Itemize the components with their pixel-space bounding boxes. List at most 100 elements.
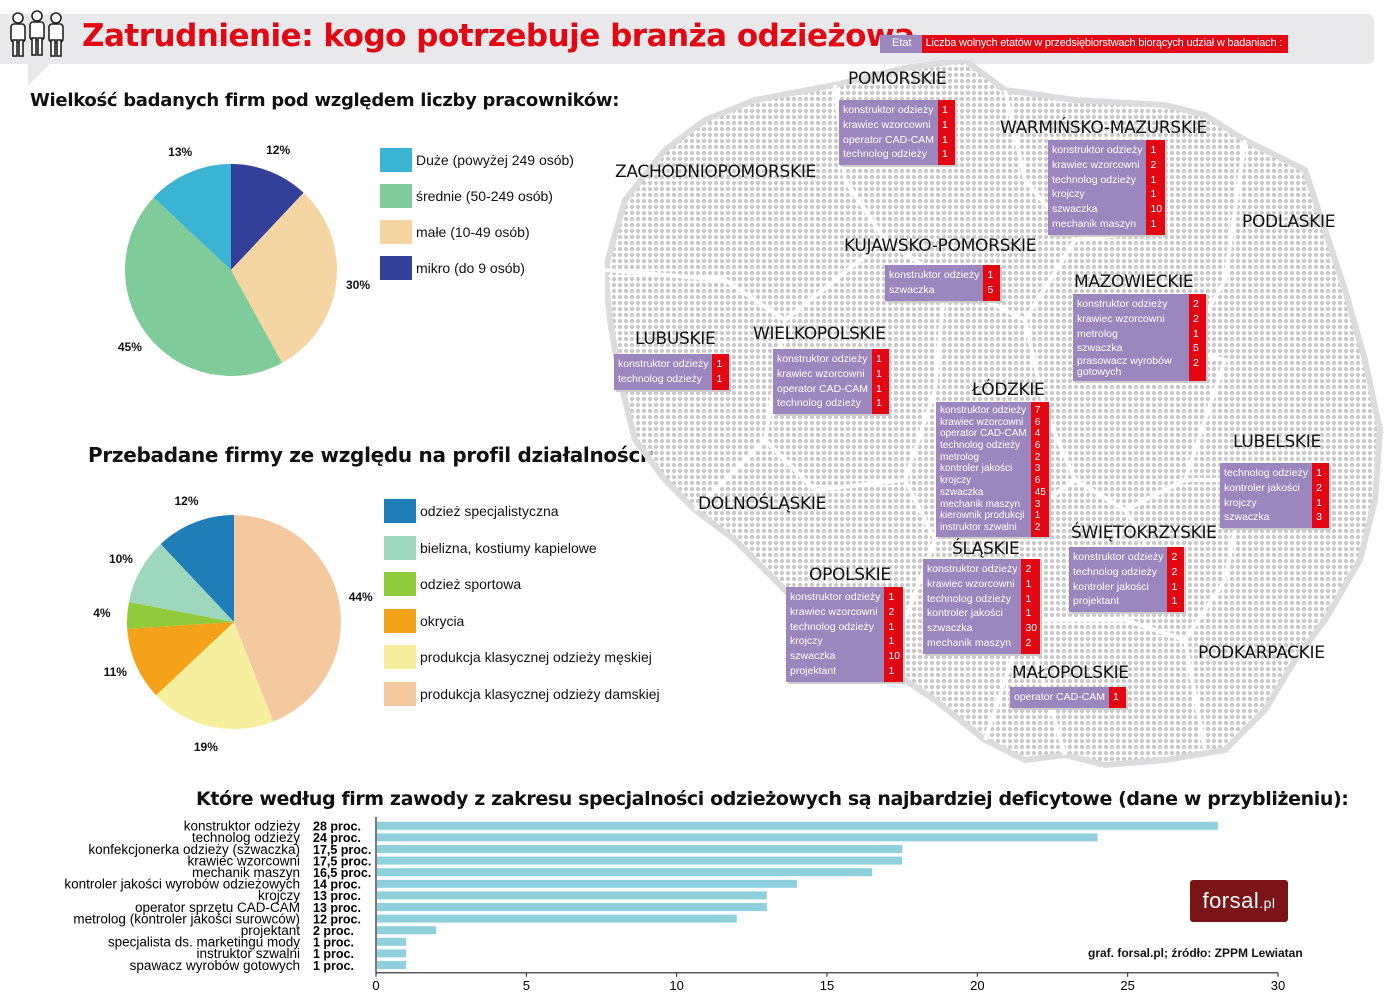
legend-entry: odzież sportowa xyxy=(384,572,660,597)
value-label: 24 proc. xyxy=(313,831,361,845)
region-name: ŚWIĘTOKRZYSKIE xyxy=(1071,523,1217,543)
region-jobs-box: technolog odzieży kontroler jakości krojcz… xyxy=(1220,463,1330,529)
job-title: konstruktor odzieży xyxy=(777,353,868,365)
region-name: KUJAWSKO-POMORSKIE xyxy=(844,236,1037,256)
job-vacancies: 3 xyxy=(1316,511,1322,524)
job-title: technolog odzieży xyxy=(777,397,862,410)
category-label: technolog odzieży xyxy=(192,830,300,845)
legend-etat: Etat xyxy=(880,35,922,53)
job-title: konstruktor odzieży xyxy=(940,405,1027,416)
region-jobs-box: konstruktor odzieży krawiec wzorcowni tech… xyxy=(923,559,1041,654)
job-vacancies: 30 xyxy=(1025,622,1038,635)
job-title: technolog odzieży xyxy=(618,372,703,385)
x-tick-label: 20 xyxy=(970,978,984,990)
job-vacancies: 1 xyxy=(987,269,994,281)
job-title: kontroler jakości xyxy=(940,463,1013,475)
job-title: projektant xyxy=(790,664,837,677)
job-vacancies: 4 xyxy=(1034,428,1041,440)
job-vacancies: 1 xyxy=(1150,144,1157,156)
bar xyxy=(377,937,407,946)
x-tick-label: 15 xyxy=(820,978,834,990)
job-vacancies: 5 xyxy=(987,283,994,296)
source-credit: graf. forsal.pl; źródło: ZPPM Lewiatan xyxy=(1088,946,1303,960)
pie-slice xyxy=(234,515,342,722)
job-title: technolog odzieży xyxy=(1052,173,1137,186)
legend-swatch xyxy=(380,220,412,244)
category-label: spawacz wyrobów gotowych xyxy=(130,958,300,973)
job-title: technolog odzieży xyxy=(843,148,928,161)
legend-swatch xyxy=(384,681,416,706)
job-title: prasowacz wyrobów gotowych xyxy=(1077,355,1172,379)
bar xyxy=(377,845,903,853)
region-jobs-box: konstruktor odzieży technolog odzieży 1 1 xyxy=(614,354,730,390)
region-jobs-box: konstruktor odzieży krawiec wzorcowni oper… xyxy=(936,402,1049,537)
pie-size-legend: Duże (powyżej 249 osób) średnie (50-249 o… xyxy=(380,148,574,292)
pie-percent-label: 44% xyxy=(348,589,373,604)
bar xyxy=(377,879,797,888)
pie-profile-legend: odzież specjalistyczna bielizna, kostiumy… xyxy=(384,499,660,719)
region-name: ZACHODNIOPOMORSKIE xyxy=(615,162,816,182)
pie-size-title: Wielkość badanych firm pod względem licz… xyxy=(30,90,620,111)
job-title: konstruktor odzieży xyxy=(843,104,934,116)
job-vacancies: 6 xyxy=(1034,475,1041,487)
category-label: konstruktor odzieży xyxy=(184,819,301,834)
job-title: krawiec wzorcowni xyxy=(777,367,865,380)
job-vacancies: 1 xyxy=(888,591,895,603)
job-vacancies: 6 xyxy=(1034,416,1041,428)
job-title: krawiec wzorcowni xyxy=(790,605,878,618)
pie-percent-label: 12% xyxy=(266,142,291,157)
job-title: kontroler jakości xyxy=(1224,481,1300,494)
poland-map: POMORSKIE konstruktor odzieży krawiec wzor… xyxy=(605,60,1395,780)
region-jobs-box: konstruktor odzieży technolog odzieży kont… xyxy=(1069,547,1185,613)
region-name: WIELKOPOLSKIE xyxy=(753,324,886,344)
job-vacancies: 1 xyxy=(942,148,948,161)
job-vacancies: 1 xyxy=(876,397,882,410)
pie-percent-label: 45% xyxy=(117,340,142,355)
value-label: 13 proc. xyxy=(313,901,361,915)
job-title: operator CAD-CAM xyxy=(777,382,869,395)
job-title: szwaczka xyxy=(889,283,935,296)
job-title: krawiec wzorcowni xyxy=(843,118,931,131)
region-jobs-box: konstruktor odzieży krawiec wzorcowni oper… xyxy=(839,100,956,166)
region-jobs-box: konstruktor odzieży szwaczka 1 5 xyxy=(885,265,1001,301)
pie-slice xyxy=(125,197,283,376)
bar-chart-deficit-professions: 0 5 10 15 20 25 30 konstruktor odzieży 28 proc. t… xyxy=(64,817,1285,990)
pie-slice xyxy=(231,164,304,270)
pie-slice xyxy=(127,601,234,629)
job-vacancies: 1 xyxy=(1150,173,1157,186)
map-legend-tag: Etat Liczba wolnych etatów w przedsiębio… xyxy=(880,35,1289,53)
job-vacancies: 1 xyxy=(888,620,895,633)
legend-label: odzież sportowa xyxy=(420,576,522,593)
job-title: metrolog xyxy=(1077,327,1118,340)
legend-label: Duże (powyżej 249 osób) xyxy=(416,152,574,168)
legend-entry: bielizna, kostiumy kapielowe xyxy=(384,535,660,560)
region-name: MAZOWIECKIE xyxy=(1074,272,1194,292)
x-tick-label: 30 xyxy=(1271,978,1285,990)
job-title: szwaczka xyxy=(1052,203,1098,216)
job-title: mechanik maszyn xyxy=(940,498,1021,510)
value-label: 13 proc. xyxy=(313,889,361,903)
region-name: PODLASKIE xyxy=(1242,212,1336,232)
category-label: krawiec wzorcowni xyxy=(187,853,300,868)
job-vacancies: 2 xyxy=(1034,521,1041,533)
forsal-logo[interactable]: forsal .pl xyxy=(1190,880,1288,922)
value-label: 28 proc. xyxy=(313,820,361,834)
job-vacancies: 1 xyxy=(716,372,723,385)
pie-slice xyxy=(156,622,274,729)
pie-percent-label: 10% xyxy=(108,551,133,566)
pie-percent-label: 19% xyxy=(193,739,218,754)
legend-label: produkcja klasycznej odzieży męskiej xyxy=(420,649,652,666)
pie-slice xyxy=(153,164,231,270)
job-vacancies: 2 xyxy=(1193,357,1199,370)
job-vacancies: 1 xyxy=(716,358,723,370)
region-jobs-box: operator CAD-CAM 1 xyxy=(1010,687,1127,708)
bar xyxy=(377,961,407,969)
bar xyxy=(377,891,767,900)
region-jobs-box: konstruktor odzieży krawiec wzorcowni tech… xyxy=(1048,140,1166,235)
bar xyxy=(377,949,407,958)
job-title: szwaczka xyxy=(1077,342,1123,355)
job-vacancies: 1 xyxy=(1150,217,1157,230)
job-vacancies: 2 xyxy=(1193,312,1199,325)
region-jobs-box: konstruktor odzieży krawiec wzorcowni metr… xyxy=(1073,294,1206,382)
job-vacancies: 2 xyxy=(1171,551,1178,563)
